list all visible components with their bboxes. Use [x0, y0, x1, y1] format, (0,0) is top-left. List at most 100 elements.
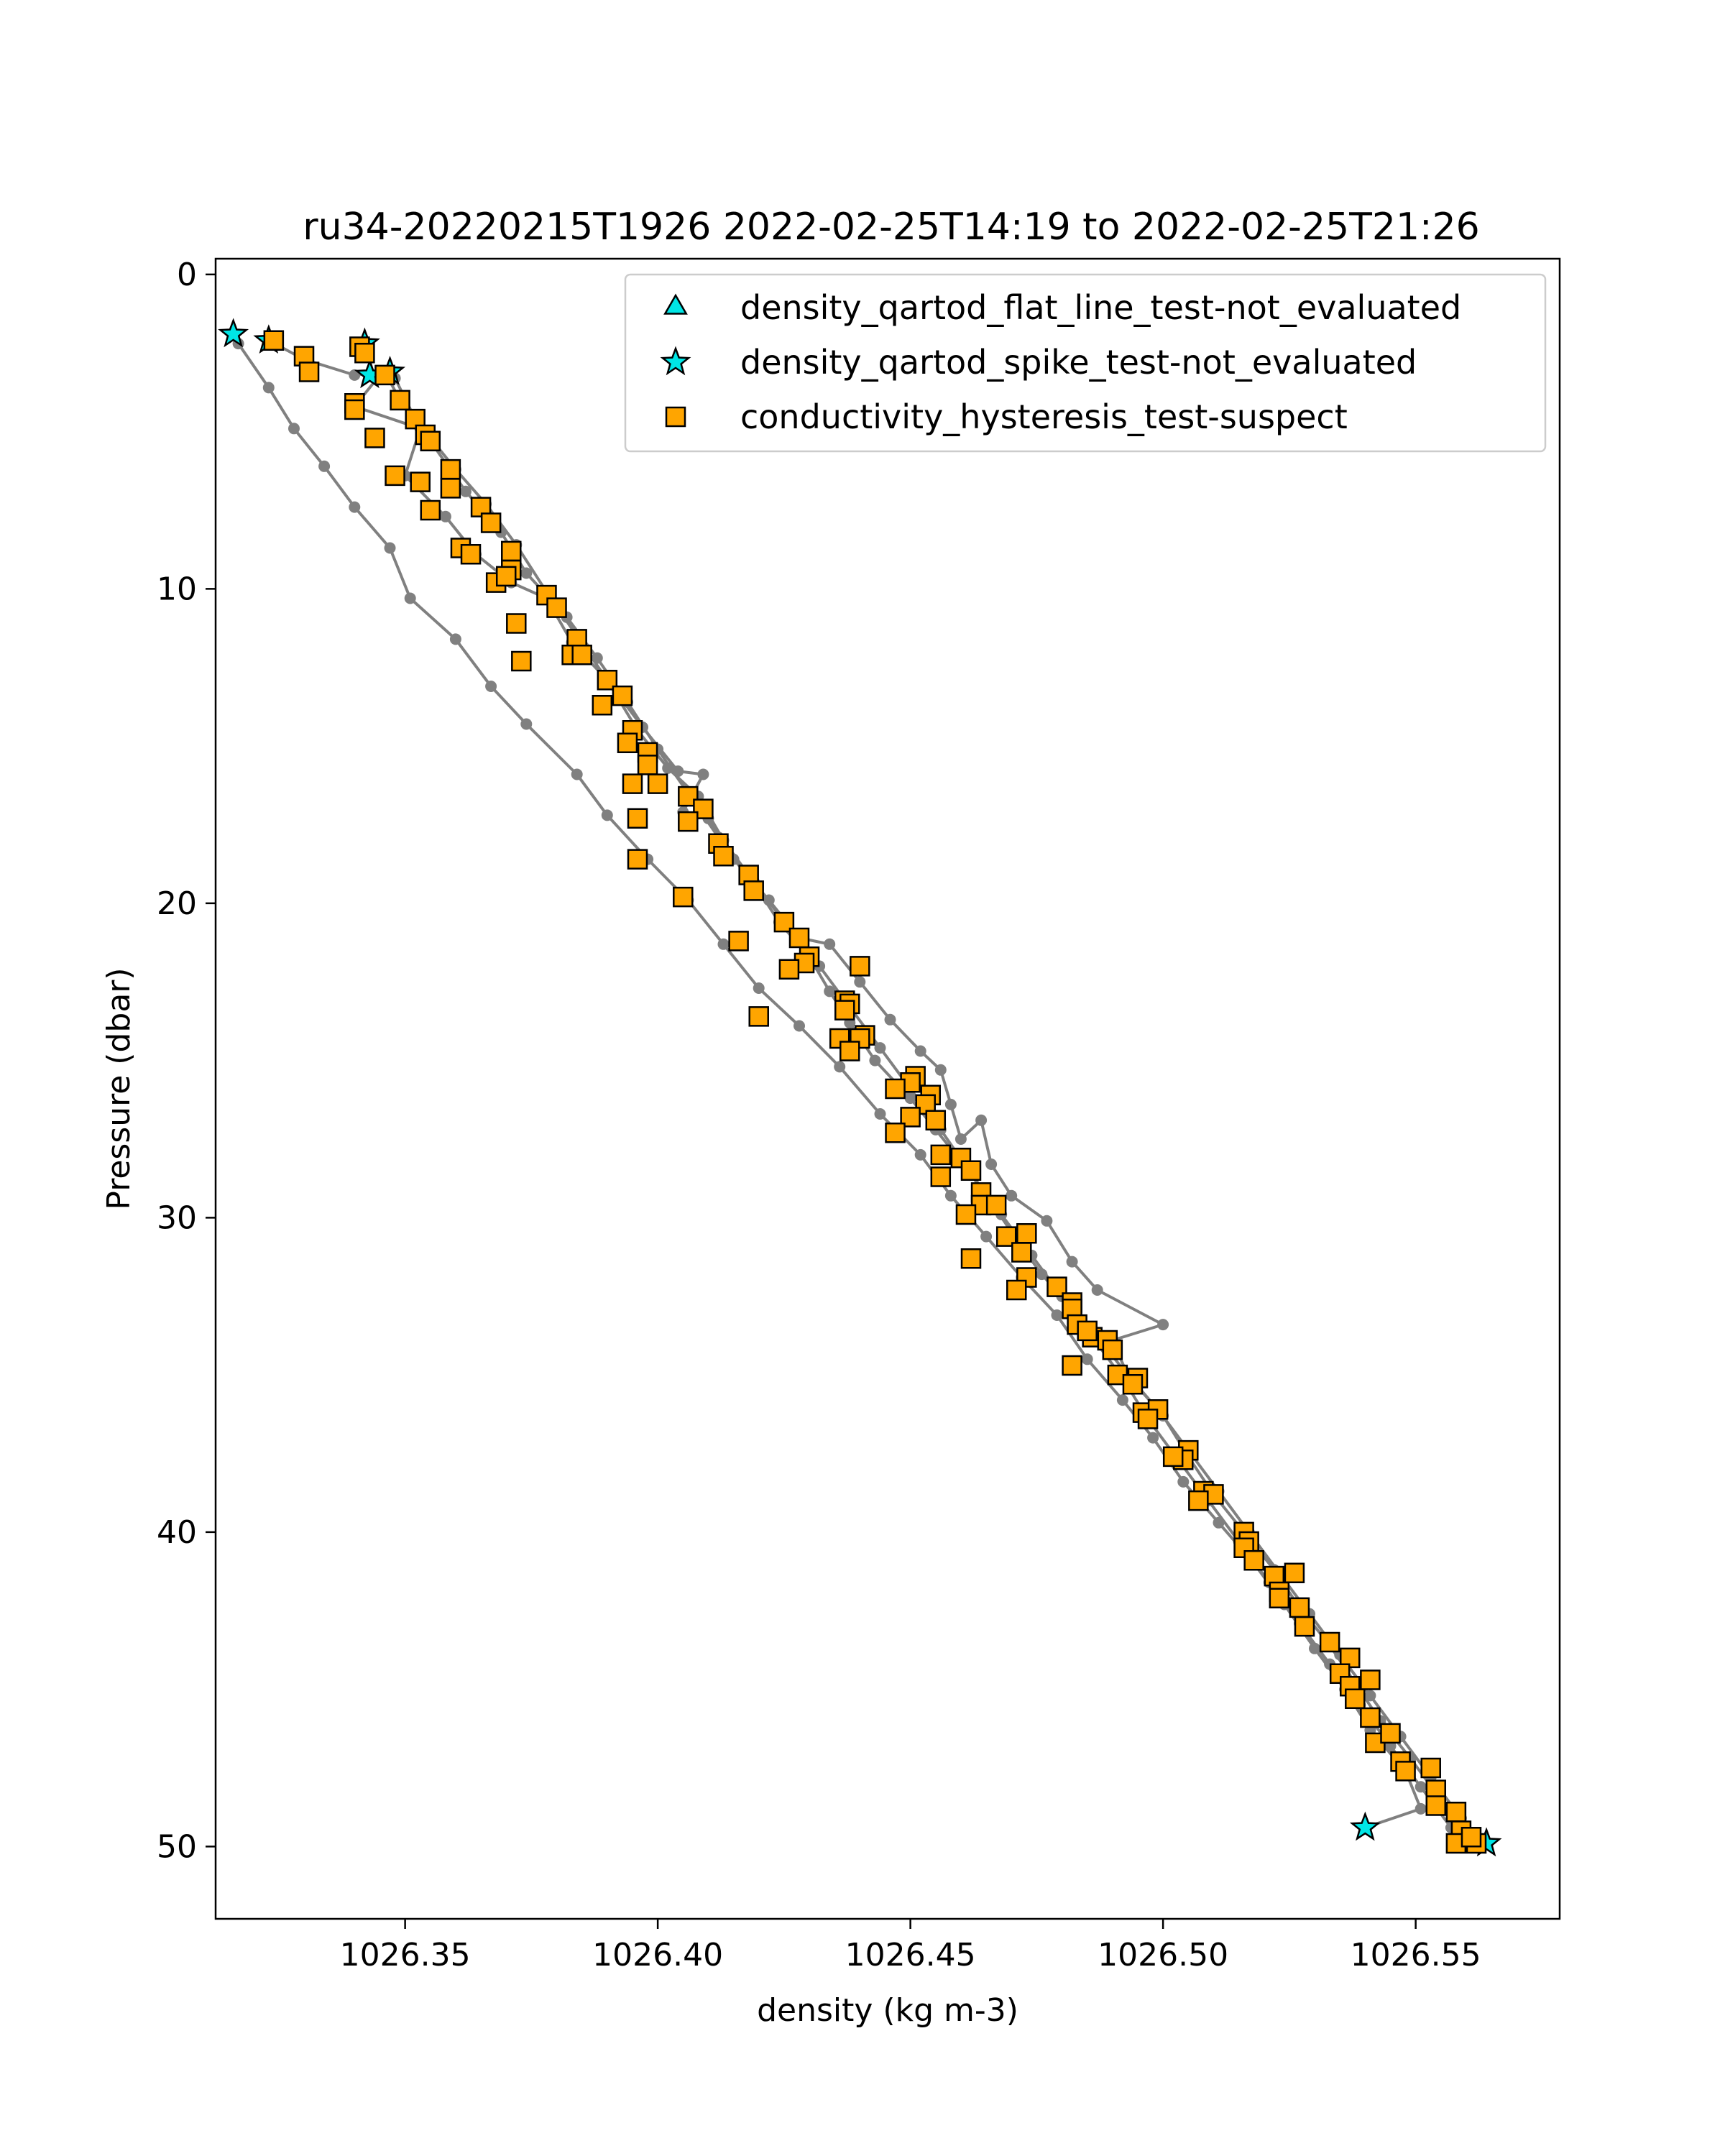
suspect-point	[743, 880, 764, 901]
suspect-point	[960, 1160, 982, 1181]
profile-point	[834, 1061, 846, 1073]
suspect-point	[637, 755, 658, 775]
suspect-point	[778, 959, 800, 980]
profile-point	[571, 768, 583, 780]
suspect-point	[1445, 1802, 1467, 1823]
suspect-point	[1294, 1616, 1315, 1637]
suspect-point	[1077, 1320, 1098, 1342]
suspect-point	[1420, 1757, 1441, 1779]
suspect-point	[1102, 1339, 1123, 1360]
plot-area	[214, 257, 1561, 1920]
suspect-point	[374, 364, 395, 386]
profile-point	[318, 460, 331, 472]
suspect-point	[995, 1226, 1017, 1247]
suspect-point	[440, 459, 461, 480]
suspect-point	[592, 695, 613, 716]
suspect-point	[612, 685, 633, 706]
suspect-point	[955, 1204, 977, 1225]
suspect-point	[1137, 1409, 1159, 1429]
suspect-point	[788, 927, 810, 949]
suspect-point	[850, 956, 870, 977]
suspect-point	[617, 732, 638, 753]
suspect-point	[1016, 1223, 1037, 1244]
profile-point	[662, 762, 674, 774]
profile-point	[1051, 1309, 1063, 1321]
suspect-point	[1269, 1588, 1290, 1608]
suspect-point	[622, 773, 643, 794]
suspect-point	[1289, 1597, 1310, 1618]
suspect-point	[647, 773, 668, 794]
profile-point	[975, 1114, 988, 1126]
suspect-point	[506, 613, 527, 634]
profile-point	[601, 809, 613, 821]
suspect-point	[495, 566, 517, 587]
profile-point	[934, 1064, 947, 1076]
profile-point	[1091, 1284, 1103, 1296]
x-tick-label: 1026.35	[340, 1937, 471, 1973]
profile-point	[944, 1098, 957, 1110]
suspect-point	[925, 1110, 947, 1130]
profile-point	[985, 1158, 998, 1170]
suspect-point	[728, 931, 749, 952]
suspect-point	[390, 390, 410, 411]
suspect-point	[298, 361, 320, 382]
legend-marker	[660, 346, 691, 376]
suspect-point	[1011, 1242, 1032, 1263]
y-tick-label: 50	[157, 1828, 197, 1865]
y-tick-label: 10	[157, 571, 197, 607]
y-axis: 0 10 20 30 40 50	[157, 257, 216, 1865]
suspect-point	[410, 471, 431, 492]
profile-point	[439, 510, 451, 522]
suspect-point	[1122, 1374, 1144, 1395]
suspect-point	[627, 808, 648, 829]
profile-point	[349, 501, 361, 513]
profile-point	[980, 1230, 993, 1243]
profile-point	[854, 976, 866, 988]
profile-point	[869, 1054, 881, 1067]
suspect-point	[1360, 1707, 1381, 1728]
profile-point	[697, 768, 709, 780]
suspect-point	[627, 849, 648, 870]
suspect-point	[930, 1166, 952, 1187]
profile-point	[449, 633, 461, 645]
spike-point	[1349, 1811, 1381, 1841]
profile-point	[1066, 1256, 1078, 1268]
suspect-point	[263, 330, 285, 351]
profile-point	[1177, 1475, 1190, 1488]
plot-frame	[214, 257, 1561, 1920]
suspect-point	[930, 1144, 952, 1166]
suspect-point	[546, 597, 567, 618]
suspect-point	[501, 540, 522, 562]
profile-point	[763, 894, 775, 906]
suspect-point	[571, 645, 592, 665]
x-axis: 1026.35 1026.40 1026.45 1026.50 1026.55	[340, 1919, 1481, 1973]
spike-point	[218, 318, 249, 348]
suspect-point	[1395, 1761, 1416, 1782]
profile-point	[874, 1042, 886, 1054]
suspect-point	[511, 650, 532, 672]
profile-point	[1147, 1432, 1159, 1444]
suspect-point	[1425, 1795, 1447, 1816]
y-tick-label: 20	[157, 885, 197, 922]
profile-point	[1157, 1319, 1169, 1331]
suspect-point	[480, 512, 502, 533]
profile-point	[824, 985, 836, 998]
suspect-point	[385, 465, 405, 487]
y-axis-label: Pressure (dbar)	[101, 967, 137, 1210]
suspect-point	[1360, 1669, 1381, 1690]
legend: density_qartod_flat_line_test-not_evalua…	[624, 273, 1547, 453]
suspect-point	[1345, 1688, 1366, 1709]
profile-point	[1364, 1690, 1376, 1702]
profile-point	[914, 1045, 926, 1057]
legend-marker	[665, 406, 686, 428]
suspect-point	[885, 1078, 906, 1100]
profile-point	[1414, 1802, 1427, 1815]
x-tick-label: 1026.45	[845, 1937, 976, 1973]
suspect-point	[1284, 1562, 1305, 1583]
profile-point	[944, 1189, 957, 1202]
legend-label: density_qartod_flat_line_test-not_evalua…	[740, 288, 1461, 327]
suspect-point	[748, 1006, 769, 1027]
suspect-point	[354, 343, 375, 364]
suspect-point	[1319, 1631, 1340, 1653]
